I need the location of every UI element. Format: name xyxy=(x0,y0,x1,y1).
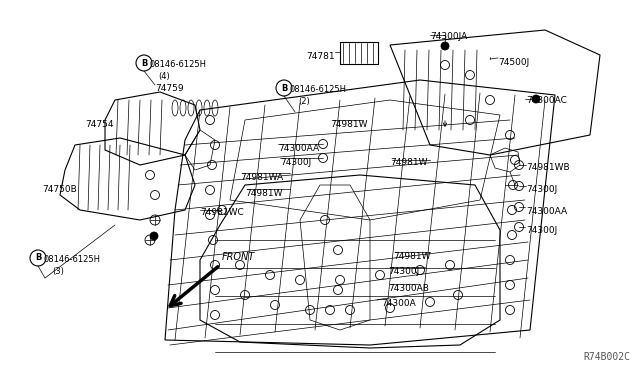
Text: 74300JA: 74300JA xyxy=(430,32,467,41)
Text: (3): (3) xyxy=(52,267,64,276)
Text: FRONT: FRONT xyxy=(222,252,255,262)
Text: 74300AA: 74300AA xyxy=(526,207,567,216)
Text: 74981WA: 74981WA xyxy=(240,173,283,182)
Text: B: B xyxy=(281,83,287,93)
Text: (2): (2) xyxy=(298,97,310,106)
Text: 74300AC: 74300AC xyxy=(526,96,567,105)
Circle shape xyxy=(441,42,449,50)
Text: R74B002C: R74B002C xyxy=(583,352,630,362)
Text: 74300J: 74300J xyxy=(526,226,557,235)
Text: 74500J: 74500J xyxy=(498,58,529,67)
Text: B: B xyxy=(141,58,147,67)
Circle shape xyxy=(532,95,540,103)
Text: 74981WC: 74981WC xyxy=(200,208,244,217)
Text: 74981W: 74981W xyxy=(390,158,428,167)
Text: 08146-6125H: 08146-6125H xyxy=(150,60,207,69)
Text: 74981W: 74981W xyxy=(245,189,282,198)
Text: 74300A: 74300A xyxy=(381,299,416,308)
Text: 74300J: 74300J xyxy=(388,267,419,276)
Text: 74781: 74781 xyxy=(307,52,335,61)
Text: 74300AA: 74300AA xyxy=(278,144,319,153)
Text: 74300AB: 74300AB xyxy=(388,284,429,293)
Text: 74300J: 74300J xyxy=(280,158,311,167)
Text: 08146-6125H: 08146-6125H xyxy=(44,255,101,264)
Text: (4): (4) xyxy=(158,72,170,81)
Text: 74300J: 74300J xyxy=(526,185,557,194)
Text: 74750B: 74750B xyxy=(42,185,77,194)
Text: B: B xyxy=(35,253,41,263)
Text: 74981WB: 74981WB xyxy=(526,163,570,172)
Text: 74759: 74759 xyxy=(155,84,184,93)
Circle shape xyxy=(150,232,158,240)
Text: 74754: 74754 xyxy=(85,120,113,129)
Text: 08146-6125H: 08146-6125H xyxy=(290,85,347,94)
Text: 74981W: 74981W xyxy=(330,120,367,129)
Text: 74981W: 74981W xyxy=(393,252,431,261)
